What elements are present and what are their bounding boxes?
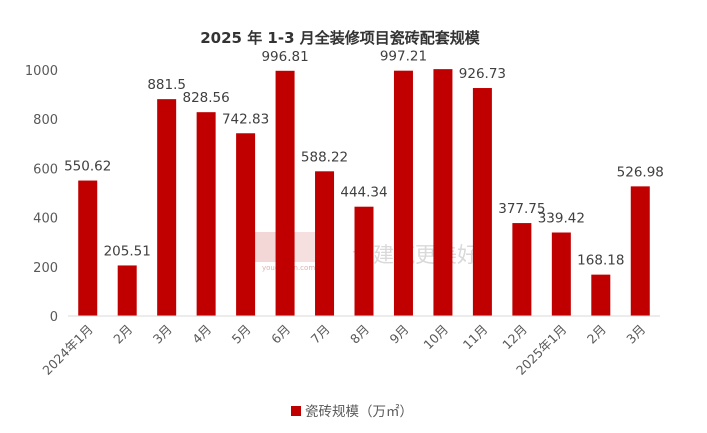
data-label: 444.34 — [340, 185, 387, 201]
y-tick-label: 600 — [33, 162, 58, 177]
data-label: 997.21 — [380, 49, 427, 65]
data-label: 339.42 — [538, 211, 585, 227]
x-tick-label: 3月 — [623, 322, 648, 347]
y-tick-label: 0 — [50, 310, 58, 325]
x-tick-label: 7月 — [308, 322, 333, 347]
data-label: 550.62 — [64, 159, 111, 175]
x-tick-label: 2024年1月 — [39, 322, 95, 378]
data-label: 881.5 — [147, 77, 186, 93]
data-label: 742.83 — [222, 111, 269, 127]
x-tick-label: 3月 — [150, 322, 175, 347]
legend: 瓷砖规模（万㎡） — [291, 404, 413, 420]
y-tick-label: 400 — [33, 212, 58, 227]
data-label: 828.56 — [183, 90, 230, 106]
bar — [472, 88, 492, 317]
data-label: 168.18 — [577, 253, 624, 269]
x-tick-label: 5月 — [229, 322, 254, 347]
x-tick-label: 8月 — [347, 322, 372, 347]
bar — [630, 186, 650, 316]
y-tick-label: 200 — [33, 261, 58, 276]
bar — [275, 70, 295, 317]
x-tick-label: 4月 — [189, 322, 214, 347]
x-tick-label: 9月 — [387, 322, 412, 347]
bar — [591, 274, 611, 316]
bar — [236, 133, 256, 316]
bar — [393, 70, 413, 316]
data-label: 588.22 — [301, 149, 348, 165]
data-label: 377.75 — [498, 201, 545, 217]
data-label: 526.98 — [617, 164, 664, 180]
watermark-logo-icon — [252, 232, 278, 262]
bar — [315, 171, 335, 316]
x-tick-label: 2月 — [584, 322, 609, 347]
chart-title: 2025 年 1-3 月全装修项目瓷砖配套规模 — [200, 29, 481, 47]
x-tick-label: 6月 — [268, 322, 293, 347]
y-axis: 0 200 400 600 800 1000 — [25, 64, 58, 325]
legend-label: 瓷砖规模（万㎡） — [305, 404, 413, 420]
legend-swatch — [291, 406, 301, 416]
bar-series — [78, 69, 650, 317]
y-tick-label: 1000 — [25, 64, 58, 79]
x-tick-label: 11月 — [460, 322, 491, 353]
bar — [433, 69, 453, 316]
bar — [512, 223, 532, 316]
bar — [354, 206, 374, 316]
x-tick-label: 12月 — [499, 322, 530, 353]
bar — [78, 180, 98, 316]
bar — [551, 232, 571, 316]
data-label: 926.73 — [459, 66, 506, 82]
data-label: 996.81 — [261, 49, 308, 65]
x-tick-label: 10月 — [420, 322, 451, 353]
x-tick-label: 2月 — [110, 322, 135, 347]
bar — [117, 265, 137, 316]
y-tick-label: 800 — [33, 113, 58, 128]
bar — [157, 99, 177, 316]
data-label: 205.51 — [104, 243, 151, 259]
bar — [196, 112, 216, 316]
